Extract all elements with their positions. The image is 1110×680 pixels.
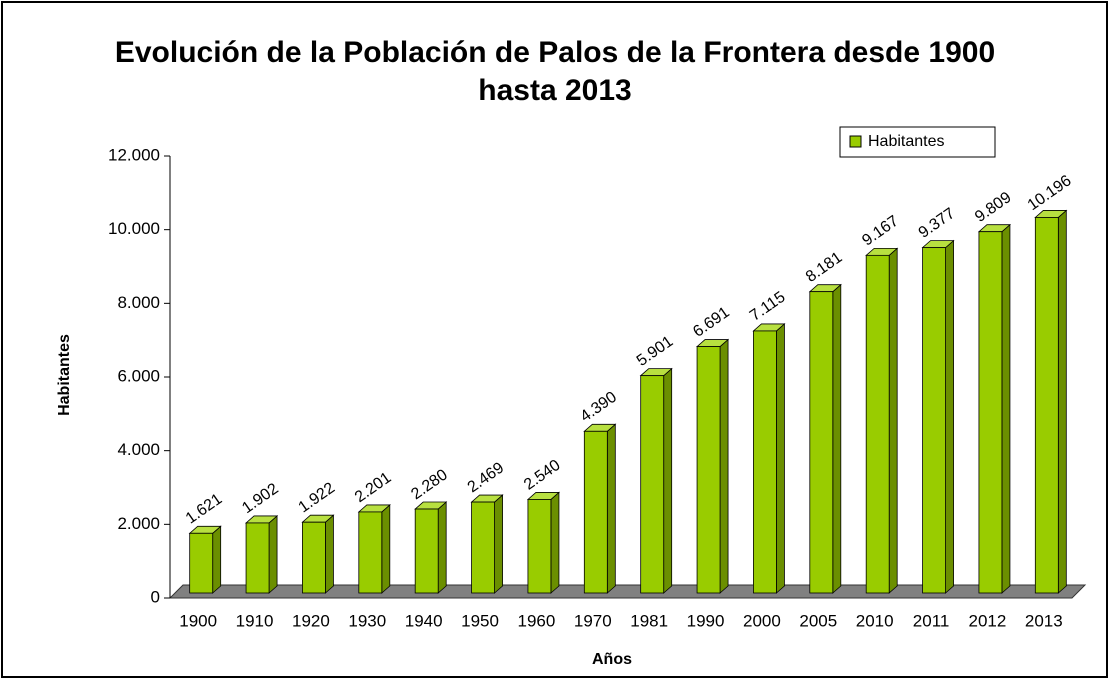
bar <box>470 494 504 594</box>
y-tick-label: 4.000 <box>117 440 160 459</box>
bar-side <box>606 423 616 594</box>
y-tick-label: 0 <box>151 587 160 606</box>
y-tick-label: 6.000 <box>117 366 160 385</box>
bar-side <box>776 323 785 594</box>
x-tick-label: 1990 <box>687 611 725 630</box>
legend-box <box>839 126 996 158</box>
bar <box>865 247 899 594</box>
x-tick-label: 1950 <box>461 611 499 630</box>
x-tick-label: 1970 <box>574 611 612 630</box>
x-tick-label: 1960 <box>518 611 556 630</box>
bar <box>526 491 561 594</box>
bar-front <box>358 511 383 594</box>
bar-side <box>268 515 278 594</box>
x-tick-label: 1940 <box>405 611 443 630</box>
bar-front <box>640 375 665 594</box>
bar-front <box>922 247 946 594</box>
x-tick-label: 2011 <box>913 611 950 630</box>
legend-label: Habitantes <box>868 133 945 150</box>
y-axis-title: Habitantes <box>56 334 73 416</box>
y-tick-label: 12.000 <box>108 145 160 164</box>
y-tick-label: 10.000 <box>108 219 160 238</box>
bar-side <box>381 504 391 594</box>
bar-front <box>865 254 890 594</box>
bar <box>752 323 786 594</box>
bar <box>583 423 617 594</box>
bar-side <box>719 338 729 594</box>
bar <box>808 283 842 594</box>
bar-side <box>325 514 334 594</box>
bar <box>414 501 448 594</box>
chart-title: Evolución de la Población de Palos de la… <box>114 36 996 107</box>
bar <box>695 338 730 594</box>
bar-front <box>245 522 270 594</box>
bar <box>244 515 279 594</box>
bar-front <box>302 521 326 594</box>
bar-front <box>583 430 608 594</box>
x-tick-label: 2012 <box>969 611 1007 630</box>
bar <box>977 223 1012 594</box>
x-tick-label: 2013 <box>1025 611 1063 630</box>
bar-front <box>414 508 439 594</box>
bar <box>921 239 955 594</box>
floor <box>168 584 1087 599</box>
y-tick-label: 2.000 <box>117 514 160 533</box>
x-tick-label: 1920 <box>292 611 330 630</box>
x-tick-label: 1930 <box>348 611 386 630</box>
bar-side <box>212 525 222 594</box>
bar-front <box>527 499 552 594</box>
y-tick-label: 8.000 <box>117 293 160 312</box>
x-tick-label: 2010 <box>856 611 894 630</box>
bar-front <box>809 291 834 594</box>
x-tick-label: 1900 <box>179 611 217 630</box>
legend-swatch <box>849 135 862 148</box>
bar-side <box>832 283 842 594</box>
bar-front <box>978 231 1003 594</box>
bar-front <box>189 532 214 594</box>
bar-front <box>471 501 495 594</box>
x-tick-label: 1910 <box>236 611 274 630</box>
bar <box>1034 209 1068 594</box>
bar-side <box>437 501 447 594</box>
bar-side <box>494 494 503 594</box>
bar <box>639 367 673 594</box>
bar-front <box>753 330 777 594</box>
x-axis-title: Años <box>592 651 632 668</box>
bar-front <box>1034 217 1059 594</box>
x-tick-label: 2000 <box>743 611 781 630</box>
bar <box>301 514 335 594</box>
bar-side <box>888 247 898 594</box>
bar <box>357 504 391 594</box>
bar-front <box>696 346 721 594</box>
bar-side <box>1001 223 1011 594</box>
x-tick-label: 1981 <box>630 611 668 630</box>
bar-side <box>1057 209 1067 594</box>
bar-side <box>550 491 560 594</box>
x-tick-label: 2005 <box>799 611 837 630</box>
bar-side <box>663 367 673 594</box>
bar-side <box>945 239 954 594</box>
bar <box>188 525 222 594</box>
